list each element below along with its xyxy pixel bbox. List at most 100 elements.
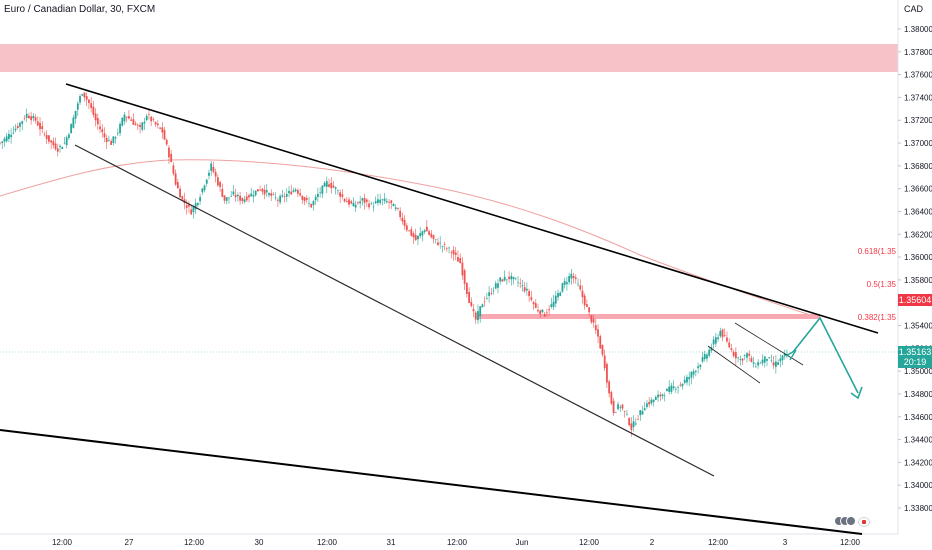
candle-body	[156, 123, 159, 126]
candle-body	[532, 302, 535, 305]
candle-body	[352, 202, 355, 207]
candle-body	[110, 141, 113, 145]
candle-body	[428, 231, 430, 235]
candle-body	[245, 196, 248, 201]
candle-body	[388, 202, 390, 203]
candle-body	[586, 304, 588, 307]
candle-body	[321, 185, 324, 194]
price-tick-label: 1.34400	[904, 436, 932, 445]
candle-body	[339, 192, 342, 197]
candle-body	[408, 230, 410, 231]
candle-body	[521, 285, 524, 287]
candle-body	[728, 342, 731, 348]
candle-body	[350, 201, 353, 204]
candle-body	[548, 309, 551, 311]
candle-body	[252, 195, 255, 197]
candle-body	[103, 133, 106, 138]
lower-trendline[interactable]	[74, 144, 715, 477]
candle-body	[145, 115, 148, 121]
candle-body	[619, 406, 622, 408]
time-tick-label: 31	[387, 538, 396, 547]
candle-body	[176, 182, 179, 189]
candle-body	[332, 185, 335, 188]
candle-body	[537, 309, 539, 312]
long-term-trendline[interactable]	[0, 429, 863, 535]
candle-body	[717, 337, 719, 340]
candle-body	[603, 355, 606, 369]
fib-labels: 0.618(1.35 0.5(1.35 0.382(1.35	[858, 247, 897, 322]
candle-body	[634, 423, 637, 425]
candle-body	[230, 196, 233, 197]
candle-body	[128, 116, 130, 119]
candle-body	[288, 190, 290, 194]
upper-trendline[interactable]	[65, 83, 879, 334]
candle-body	[365, 199, 368, 202]
candle-body	[652, 399, 655, 403]
candle-body	[19, 122, 21, 127]
candle-body	[23, 118, 26, 120]
candle-body	[617, 404, 619, 410]
candle-body	[181, 196, 184, 200]
candle-body	[688, 377, 691, 380]
candle-body	[541, 309, 544, 313]
candle-body	[112, 136, 115, 143]
candle-body	[101, 129, 104, 133]
candle-body	[499, 277, 502, 282]
candle-body	[621, 404, 624, 409]
candle-body	[96, 118, 99, 125]
candle-body	[519, 283, 522, 284]
candle-body	[368, 203, 370, 208]
candle-body	[268, 193, 270, 196]
candle-body	[134, 123, 137, 125]
candle-body	[263, 189, 266, 195]
candle-body	[274, 197, 277, 199]
candle-body	[732, 351, 735, 357]
candle-body	[594, 325, 597, 331]
candle-body	[372, 206, 375, 208]
candle-body	[639, 410, 642, 416]
candle-body	[168, 147, 170, 158]
flag-upper-line[interactable]	[734, 322, 804, 366]
candle-body	[377, 199, 379, 203]
candle-body	[697, 366, 699, 369]
candle-body	[528, 291, 531, 297]
candle-body	[348, 199, 350, 205]
candle-body	[1, 141, 4, 144]
candle-body	[590, 315, 593, 323]
time-tick-label: 12:00	[447, 538, 468, 547]
candle-body	[561, 283, 564, 292]
candle-body	[463, 270, 466, 284]
candle-body	[650, 399, 653, 404]
candle-body	[770, 359, 773, 361]
candle-body	[739, 359, 742, 360]
candle-body	[34, 117, 37, 121]
time-tick-label: 12:00	[184, 538, 205, 547]
candle-countdown: 20:19	[903, 357, 927, 367]
time-tick-label: Jun	[516, 538, 529, 547]
candle-body	[730, 348, 733, 350]
candle-body	[143, 121, 146, 124]
candle-body	[761, 359, 764, 364]
candle-body	[308, 203, 310, 204]
candle-body	[194, 203, 197, 210]
candle-body	[703, 353, 706, 360]
candle-body	[317, 193, 319, 198]
projection-path[interactable]	[792, 316, 859, 394]
candle-body	[165, 139, 168, 145]
candle-body	[583, 295, 586, 306]
candle-body	[32, 116, 35, 119]
candle-body	[414, 234, 417, 241]
candle-body	[125, 116, 128, 118]
candle-body	[539, 310, 542, 315]
candle-icon[interactable]	[846, 516, 856, 526]
candle-body	[312, 201, 315, 206]
candle-body	[325, 181, 328, 187]
flag-lower-line[interactable]	[707, 345, 761, 384]
candle-body	[599, 336, 602, 349]
candle-body	[330, 182, 333, 189]
current-price-tag: 1.35163 20:19	[898, 346, 932, 368]
candle-body	[632, 421, 635, 428]
candle-body	[241, 198, 244, 202]
